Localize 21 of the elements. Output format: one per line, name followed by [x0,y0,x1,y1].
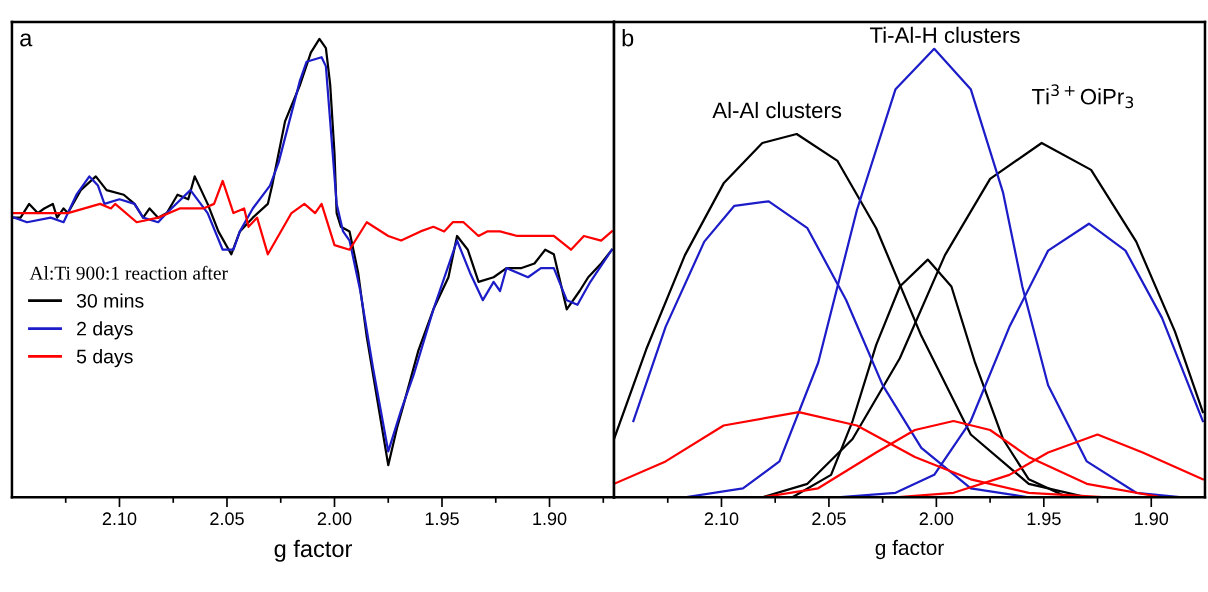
legend-label: 30 mins [76,293,144,308]
annotation: Ti$^{3+}$OiPr$_{3}$ [1031,84,1134,109]
legend-label: 5 days [76,349,133,368]
chart-title: a [20,33,33,47]
text: Ti-Al-H clusters [869,26,1020,44]
x-axis-title: g factor [875,539,944,560]
legend-label: 2 days [77,321,133,340]
x-tick-label: 2.00 [919,512,954,526]
x-tick-label: 1.95 [425,512,459,526]
x-tick-label: 1.95 [1027,512,1061,526]
x-tick-label: 1.90 [1135,512,1169,526]
annotation: Al-Al clusters [712,101,842,119]
x-axis-title: g factor [274,539,352,562]
x-tick-label: 2.10 [704,512,739,526]
x-tick-label: 2.10 [102,512,137,526]
x-tick-label: 2.05 [210,512,244,526]
chart-title: b [622,29,634,47]
x-tick-label: 1.90 [533,512,567,526]
x-tick-label: 2.00 [317,512,352,526]
legend-title: Al:Ti 900:1 reaction after [29,265,228,280]
x-tick-label: 2.05 [812,512,846,526]
